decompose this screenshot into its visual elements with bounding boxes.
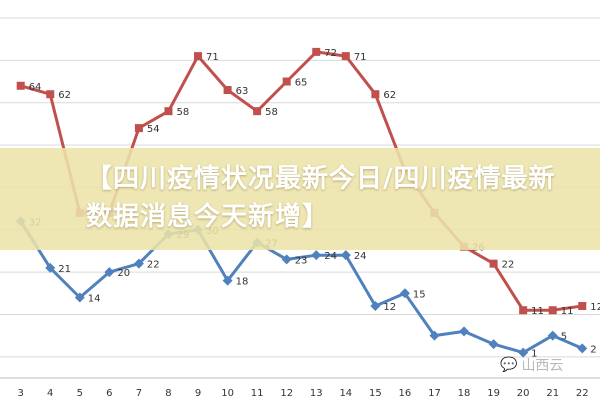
data-point <box>223 86 232 94</box>
data-label: 15 <box>413 289 426 300</box>
x-tick-label: 11 <box>251 388 264 399</box>
data-point <box>194 52 203 61</box>
data-point <box>134 124 143 133</box>
data-label: 12 <box>590 302 600 313</box>
chat-bubble-icon: 💬 <box>500 357 518 373</box>
data-label: 20 <box>117 268 130 279</box>
data-label: 22 <box>502 260 515 271</box>
x-tick-label: 15 <box>369 388 382 399</box>
data-label: 71 <box>354 52 367 63</box>
data-label: 18 <box>236 277 249 288</box>
data-label: 64 <box>29 82 42 93</box>
data-label: 54 <box>147 124 160 135</box>
data-point <box>104 267 115 278</box>
data-label: 63 <box>236 86 249 97</box>
data-point <box>489 259 498 268</box>
x-tick-label: 14 <box>339 388 352 399</box>
data-point <box>578 302 587 310</box>
data-label: 2 <box>590 344 596 355</box>
watermark-text: 山西云 <box>521 358 564 374</box>
data-point <box>311 250 322 261</box>
x-tick-label: 12 <box>280 388 293 399</box>
x-tick-label: 19 <box>487 388 500 399</box>
data-point <box>518 347 529 358</box>
data-point <box>16 81 25 90</box>
data-point <box>548 306 557 315</box>
data-label: 23 <box>295 255 308 266</box>
data-label: 11 <box>531 306 544 317</box>
x-tick-label: 17 <box>428 388 441 399</box>
data-point <box>281 254 292 265</box>
data-label: 11 <box>561 306 574 317</box>
x-tick-label: 9 <box>195 388 201 399</box>
data-label: 12 <box>383 302 396 313</box>
data-point <box>429 330 440 341</box>
data-point <box>74 292 85 303</box>
data-label: 72 <box>324 48 337 59</box>
x-tick-label: 16 <box>399 388 412 399</box>
x-tick-label: 18 <box>458 388 471 399</box>
data-label: 24 <box>354 251 367 262</box>
data-point <box>547 330 558 341</box>
series-markers <box>15 47 588 358</box>
data-point <box>341 52 350 61</box>
title-banner <box>0 148 600 250</box>
data-point <box>459 326 470 337</box>
x-tick-label: 3 <box>18 388 24 399</box>
data-point <box>577 343 588 354</box>
x-tick-label: 21 <box>546 388 559 399</box>
data-label: 21 <box>58 264 71 275</box>
data-point <box>399 288 410 299</box>
data-label: 14 <box>88 294 101 305</box>
data-label: 22 <box>147 260 160 271</box>
data-label: 71 <box>206 52 219 63</box>
data-label: 58 <box>265 107 278 118</box>
data-point <box>312 47 321 56</box>
data-label: 1 <box>531 349 537 360</box>
data-point <box>253 107 262 116</box>
data-label: 65 <box>295 78 308 89</box>
x-tick-label: 20 <box>517 388 530 399</box>
source-watermark: 💬 山西云 <box>500 354 563 376</box>
article-headline: 【四川疫情状况最新今日/四川疫情最新数据消息今天新增】 <box>86 164 556 232</box>
x-axis-ticks: 3 4 5 6 7 8 9 10 11 12 13 14 15 16 17 18 19 20 21 22 <box>18 388 589 399</box>
data-point <box>370 301 381 311</box>
data-point <box>164 107 173 116</box>
data-point <box>282 77 291 86</box>
data-point <box>371 90 380 99</box>
x-tick-label: 13 <box>310 388 323 399</box>
data-label: 58 <box>176 107 189 118</box>
x-tick-label: 6 <box>106 388 112 399</box>
series-line-2 <box>19 220 583 355</box>
data-point <box>133 258 144 269</box>
data-point <box>45 262 56 273</box>
x-tick-label: 22 <box>576 388 589 399</box>
data-point <box>46 90 55 99</box>
data-point <box>340 250 351 261</box>
x-tick-label: 4 <box>47 388 53 399</box>
data-point <box>222 275 233 286</box>
data-point <box>519 306 528 315</box>
data-label: 5 <box>561 332 567 343</box>
data-label: 24 <box>324 251 337 262</box>
x-tick-label: 10 <box>221 388 234 399</box>
data-point <box>488 339 499 350</box>
data-label: 62 <box>58 90 71 101</box>
x-tick-label: 8 <box>165 388 171 399</box>
x-tick-label: 7 <box>136 388 142 399</box>
data-label: 62 <box>383 90 396 101</box>
x-tick-label: 5 <box>77 388 83 399</box>
